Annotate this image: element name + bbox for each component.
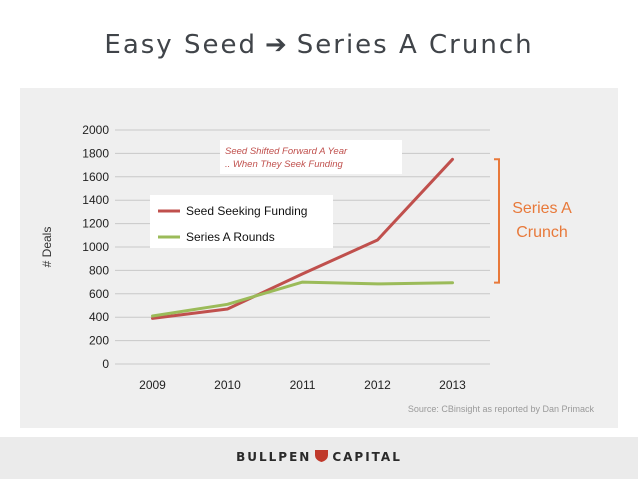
title-right: Series A Crunch: [296, 30, 534, 60]
y-tick-label: 600: [89, 287, 109, 301]
x-tick-label: 2013: [439, 378, 466, 392]
y-tick-label: 800: [89, 263, 109, 277]
brand-left: BULLPEN: [236, 450, 312, 464]
y-tick-label: 400: [89, 310, 109, 324]
slide-title: Easy Seed ➔ Series A Crunch: [0, 30, 638, 60]
x-tick-label: 2011: [290, 378, 316, 392]
x-tick-label: 2009: [139, 378, 166, 392]
brand-right: CAPITAL: [332, 450, 402, 464]
x-tick-label: 2012: [364, 378, 391, 392]
line-chart: 0 200 400 600 800 1000 1200 1400 1600 1800 2000 200…: [40, 123, 595, 414]
brand-logo: BULLPEN CAPITAL: [0, 450, 638, 465]
y-tick-label: 200: [89, 334, 109, 348]
y-tick-label: 0: [102, 357, 109, 371]
y-tick-label: 1400: [82, 193, 109, 207]
y-tick-label: 1600: [82, 170, 109, 184]
x-tick-label: 2010: [214, 378, 241, 392]
callout-label: Series A: [512, 200, 572, 217]
legend-label: Series A Rounds: [186, 230, 275, 244]
legend-box: [150, 195, 333, 248]
y-tick-label: 1000: [82, 240, 109, 254]
arrow-right-icon: ➔: [264, 30, 289, 60]
legend-label: Seed Seeking Funding: [186, 204, 307, 218]
chart-panel: 0 200 400 600 800 1000 1200 1400 1600 1800 2000 200…: [20, 88, 618, 428]
shield-icon: [315, 450, 329, 465]
annotation-box: [220, 140, 402, 174]
series-line: [151, 280, 454, 318]
annotation-text: Seed Shifted Forward A Year: [225, 146, 348, 157]
annotation-text: .. When They Seek Funding: [225, 159, 343, 170]
callout-label: Crunch: [516, 224, 568, 241]
series-line: [151, 157, 454, 320]
y-tick-label: 1800: [82, 146, 109, 160]
title-left: Easy Seed: [104, 30, 257, 60]
y-axis-label: # Deals: [40, 227, 54, 268]
y-tick-label: 2000: [82, 123, 109, 137]
callout-bracket: [494, 158, 500, 284]
y-tick-label: 1200: [82, 217, 109, 231]
source-note: Source: CBinsight as reported by Dan Pri…: [408, 404, 595, 414]
